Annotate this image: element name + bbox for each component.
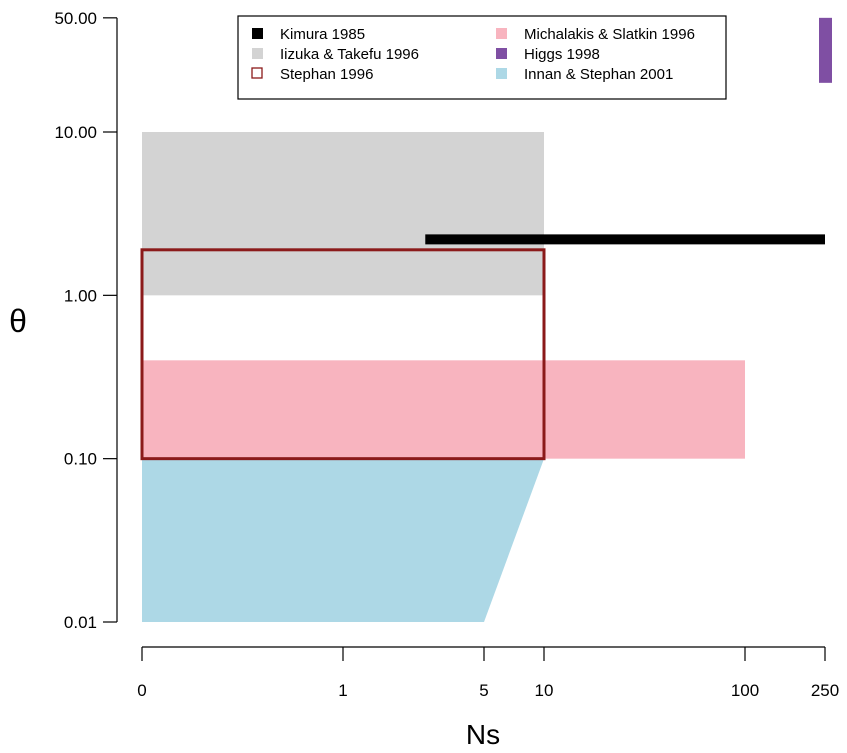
- x-axis-label: Ns: [466, 719, 500, 750]
- y-tick-label: 10.00: [54, 123, 97, 142]
- legend-key-iizuka-and-takefu-1996: [252, 48, 263, 59]
- y-tick-label: 1.00: [64, 286, 97, 305]
- series-iizuka-and-takefu-1996: [142, 132, 544, 296]
- legend-label-higgs-1998: Higgs 1998: [524, 46, 600, 63]
- legend-key-stephan-1996: [251, 67, 263, 79]
- x-tick-label: 5: [479, 681, 488, 700]
- legend-label-innan-and-stephan-2001: Innan & Stephan 2001: [524, 66, 673, 83]
- series-michalakis-and-slatkin-1996: [142, 360, 745, 459]
- legend-key-michalakis-and-slatkin-1996: [496, 28, 507, 39]
- axes: 0.01 0.10 1.00 10.00 50.00 0 1 5 10 100 250: [54, 9, 839, 700]
- x-tick-label: 100: [731, 681, 759, 700]
- legend-key-innan-and-stephan-2001: [496, 68, 507, 79]
- legend-key-kimura-1985: [252, 28, 263, 39]
- x-tick-label: 10: [535, 681, 554, 700]
- y-tick-label: 0.10: [64, 450, 97, 469]
- plot-area: [140, 17, 832, 622]
- x-tick-label: 250: [811, 681, 839, 700]
- series-stephan-1996: [140, 248, 546, 461]
- y-tick-label: 0.01: [64, 613, 97, 632]
- legend: Kimura 1985 Iizuka & Takefu 1996 Stephan 1…: [237, 15, 727, 100]
- y-axis-label: θ: [9, 303, 27, 339]
- legend-label-kimura-1985: Kimura 1985: [280, 26, 365, 43]
- legend-label-stephan-1996: Stephan 1996: [280, 66, 373, 83]
- legend-key-higgs-1998: [496, 48, 507, 59]
- x-tick-label: 1: [338, 681, 347, 700]
- series-higgs-1998: [819, 17, 832, 83]
- series-innan-and-stephan-2001: [142, 458, 544, 622]
- legend-box: [237, 15, 727, 100]
- legend-label-iizuka-and-takefu-1996: Iizuka & Takefu 1996: [280, 46, 419, 63]
- legend-label-michalakis-and-slatkin-1996: Michalakis & Slatkin 1996: [524, 26, 695, 43]
- x-tick-label: 0: [137, 681, 146, 700]
- y-tick-label: 50.00: [54, 9, 97, 28]
